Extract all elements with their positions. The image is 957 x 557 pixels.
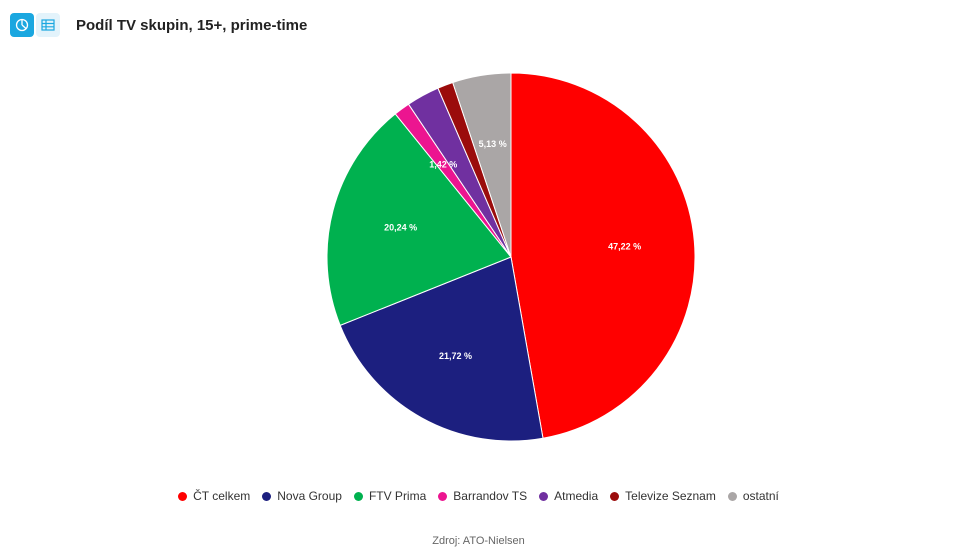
- legend-label: Nova Group: [277, 489, 342, 503]
- legend-marker: [262, 491, 272, 501]
- legend-label: FTV Prima: [368, 489, 427, 503]
- header: Podíl TV skupin, 15+, prime-time: [10, 13, 307, 37]
- legend-marker: [438, 491, 448, 501]
- data-label: 1,42 %: [429, 160, 457, 170]
- legend: ČT celkem Nova Group FTV Prima Barrandov TS…: [0, 489, 957, 503]
- legend-marker: [610, 491, 620, 501]
- legend-item[interactable]: Televize Seznam: [610, 489, 716, 503]
- legend-item[interactable]: ČT celkem: [178, 489, 250, 503]
- pie-icon: [15, 18, 29, 32]
- legend-item[interactable]: Nova Group: [262, 489, 342, 503]
- pie-slice: [339, 256, 544, 442]
- legend-label: Barrandov TS: [453, 489, 528, 503]
- legend-label: ČT celkem: [193, 489, 251, 503]
- legend-label: ostatní: [742, 489, 779, 503]
- table-icon: [41, 19, 55, 31]
- legend-item[interactable]: FTV Prima: [353, 489, 427, 503]
- data-label: 5,13 %: [479, 139, 507, 149]
- table-view-button[interactable]: [36, 13, 60, 37]
- legend-marker: [539, 491, 549, 501]
- legend-item[interactable]: Barrandov TS: [438, 489, 527, 503]
- pie-slice: [452, 72, 512, 258]
- legend-marker: [178, 491, 188, 501]
- pie-slice: [326, 113, 512, 327]
- legend-item[interactable]: Atmedia: [539, 489, 598, 503]
- legend-label: Televize Seznam: [625, 489, 716, 503]
- chart-title: Podíl TV skupin, 15+, prime-time: [76, 16, 308, 34]
- legend-marker: [727, 491, 737, 501]
- data-label: 47,22 %: [608, 241, 641, 251]
- chart: 47,22 % 21,72 % 20,24 % 1,42 % 5,13 %: [326, 72, 696, 442]
- legend-marker: [353, 491, 363, 501]
- legend-item[interactable]: ostatní: [727, 489, 779, 503]
- data-label: 21,72 %: [439, 351, 472, 361]
- legend-label: Atmedia: [554, 489, 599, 503]
- pie-view-button[interactable]: [10, 13, 34, 37]
- source: Zdroj: ATO-Nielsen: [432, 535, 525, 547]
- data-label: 20,24 %: [384, 223, 417, 233]
- pie-slice: [510, 72, 696, 439]
